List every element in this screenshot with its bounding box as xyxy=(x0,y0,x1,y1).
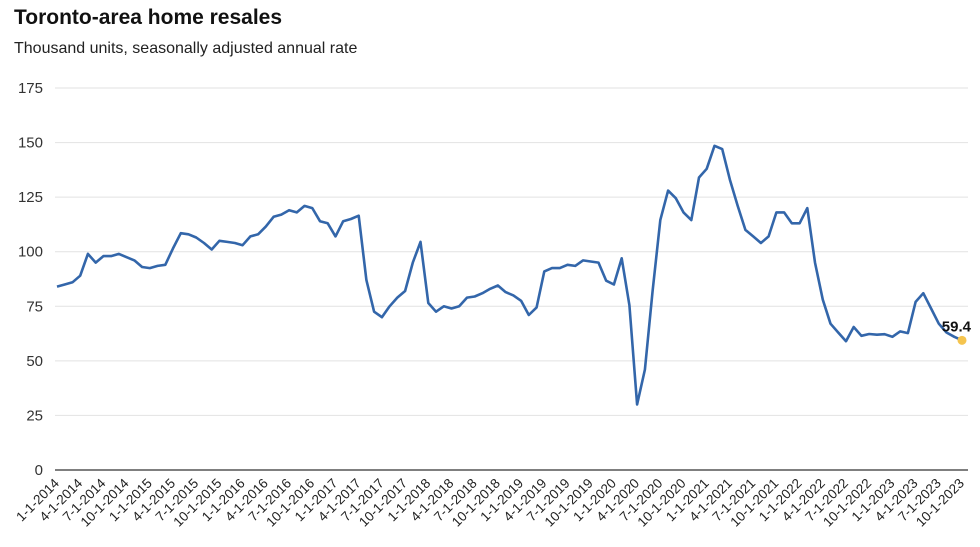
y-tick-label: 0 xyxy=(35,462,43,479)
y-tick-label: 50 xyxy=(26,353,43,370)
y-tick-label: 125 xyxy=(18,189,43,206)
y-tick-label: 25 xyxy=(26,407,43,424)
y-tick-label: 175 xyxy=(18,80,43,97)
y-tick-label: 75 xyxy=(26,298,43,315)
series-line xyxy=(56,144,963,406)
last-value-marker xyxy=(957,335,967,345)
y-tick-label: 100 xyxy=(18,244,43,261)
chart-title: Toronto-area home resales xyxy=(14,6,283,29)
chart-subtitle: Thousand units, seasonally adjusted annu… xyxy=(14,40,358,57)
y-tick-label: 150 xyxy=(18,135,43,152)
last-value-label: 59.4 xyxy=(942,318,972,335)
